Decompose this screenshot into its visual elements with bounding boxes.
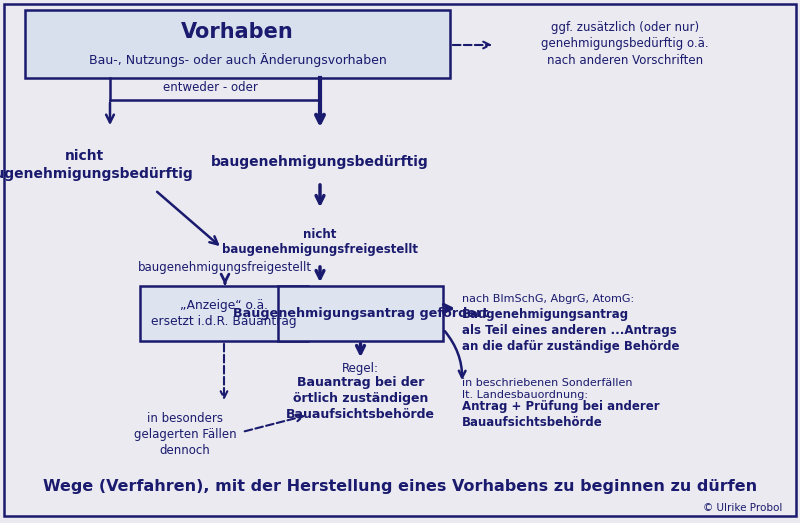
Text: nach BImSchG, AbgrG, AtomG:: nach BImSchG, AbgrG, AtomG: — [462, 294, 634, 304]
Text: Wege (Verfahren), mit der Herstellung eines Vorhabens zu beginnen zu dürfen: Wege (Verfahren), mit der Herstellung ei… — [43, 480, 757, 495]
Text: Regel:: Regel: — [342, 362, 379, 375]
Bar — [278, 286, 443, 341]
Text: entweder - oder: entweder - oder — [162, 81, 258, 94]
Text: Baugenehmigungsantrag
als Teil eines anderen ...Antrags
an die dafür zuständige : Baugenehmigungsantrag als Teil eines and… — [462, 308, 679, 353]
Text: Antrag + Prüfung bei anderer
Bauaufsichtsbehörde: Antrag + Prüfung bei anderer Bauaufsicht… — [462, 400, 660, 429]
Text: nicht
baugenehmigungsfreigestellt: nicht baugenehmigungsfreigestellt — [222, 228, 418, 256]
Text: Bau-, Nutzungs- oder auch Änderungsvorhaben: Bau-, Nutzungs- oder auch Änderungsvorha… — [89, 53, 386, 67]
Text: in beschriebenen Sonderfällen
lt. Landesbauordnung:: in beschriebenen Sonderfällen lt. Landes… — [462, 378, 633, 401]
Text: „Anzeige“ o.ä.
ersetzt i.d.R. Bauantrag: „Anzeige“ o.ä. ersetzt i.d.R. Bauantrag — [151, 299, 297, 328]
Bar — [140, 286, 308, 341]
Text: baugenehmigungsbedürftig: baugenehmigungsbedürftig — [211, 155, 429, 169]
Text: Vorhaben: Vorhaben — [181, 22, 294, 42]
Text: Bauantrag bei der
örtlich zuständigen
Bauaufsichtsbehörde: Bauantrag bei der örtlich zuständigen Ba… — [286, 376, 435, 421]
Text: nicht
baugenehmigungsbedürftig: nicht baugenehmigungsbedürftig — [0, 150, 194, 180]
Text: Baugenehmigungsantrag gefordert: Baugenehmigungsantrag gefordert — [233, 307, 488, 320]
Text: © Ulrike Probol: © Ulrike Probol — [702, 503, 782, 513]
Text: in besonders
gelagerten Fällen
dennoch: in besonders gelagerten Fällen dennoch — [134, 412, 236, 457]
Text: ggf. zusätzlich (oder nur)
genehmigungsbedürftig o.ä.
nach anderen Vorschriften: ggf. zusätzlich (oder nur) genehmigungsb… — [541, 21, 709, 66]
Bar — [25, 10, 450, 78]
Text: baugenehmigungsfreigestellt: baugenehmigungsfreigestellt — [138, 262, 312, 275]
